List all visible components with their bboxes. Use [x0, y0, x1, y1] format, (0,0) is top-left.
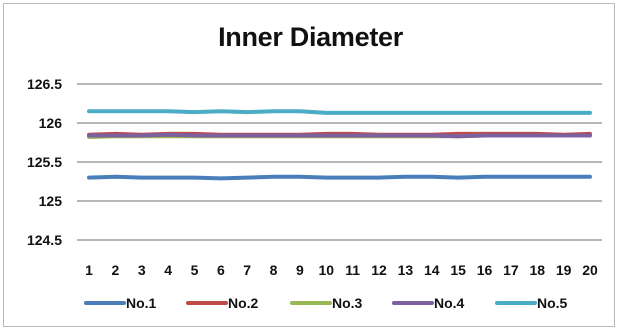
- x-tick-label: 3: [138, 262, 146, 278]
- x-tick-label: 20: [582, 262, 598, 278]
- x-tick-label: 19: [556, 262, 572, 278]
- x-tick-label: 12: [371, 262, 387, 278]
- x-tick-label: 6: [217, 262, 225, 278]
- y-tick-label: 124.5: [27, 232, 62, 248]
- x-tick-label: 4: [164, 262, 172, 278]
- x-tick-label: 14: [424, 262, 440, 278]
- legend-label: No.2: [228, 295, 259, 311]
- y-axis-labels: 124.5 125 125.5 126 126.5: [27, 76, 62, 248]
- series-line-no5: [87, 109, 592, 115]
- gridlines: [77, 83, 602, 241]
- chart-title: Inner Diameter: [218, 22, 403, 52]
- x-tick-label: 1: [85, 262, 93, 278]
- legend-label: No.5: [537, 295, 568, 311]
- series-lines: [87, 109, 592, 181]
- x-tick-label: 8: [270, 262, 278, 278]
- legend-label: No.3: [332, 295, 363, 311]
- chart-frame: [3, 3, 615, 327]
- legend-label: No.4: [434, 295, 465, 311]
- x-tick-label: 11: [345, 262, 360, 278]
- x-tick-label: 17: [503, 262, 519, 278]
- legend-label: No.1: [126, 295, 157, 311]
- x-tick-label: 2: [111, 262, 119, 278]
- x-tick-label: 18: [529, 262, 545, 278]
- x-tick-label: 7: [243, 262, 251, 278]
- x-tick-label: 9: [296, 262, 304, 278]
- x-tick-label: 13: [398, 262, 414, 278]
- y-tick-label: 126.5: [27, 76, 62, 92]
- y-tick-label: 125: [39, 193, 63, 209]
- x-axis-labels: 1 2 3 4 5 6 7 8 9 10 11 12 13 14 15 16 17 18 19 20: [85, 262, 598, 278]
- y-tick-label: 125.5: [27, 154, 62, 170]
- legend: No.1 No.2 No.3 No.4 No.5: [84, 295, 568, 311]
- series-line-no1: [87, 174, 592, 181]
- y-tick-label: 126: [39, 115, 63, 131]
- x-tick-label: 5: [191, 262, 199, 278]
- x-tick-label: 16: [477, 262, 493, 278]
- x-tick-label: 10: [319, 262, 335, 278]
- series-line-no4: [87, 132, 592, 139]
- x-tick-label: 15: [450, 262, 466, 278]
